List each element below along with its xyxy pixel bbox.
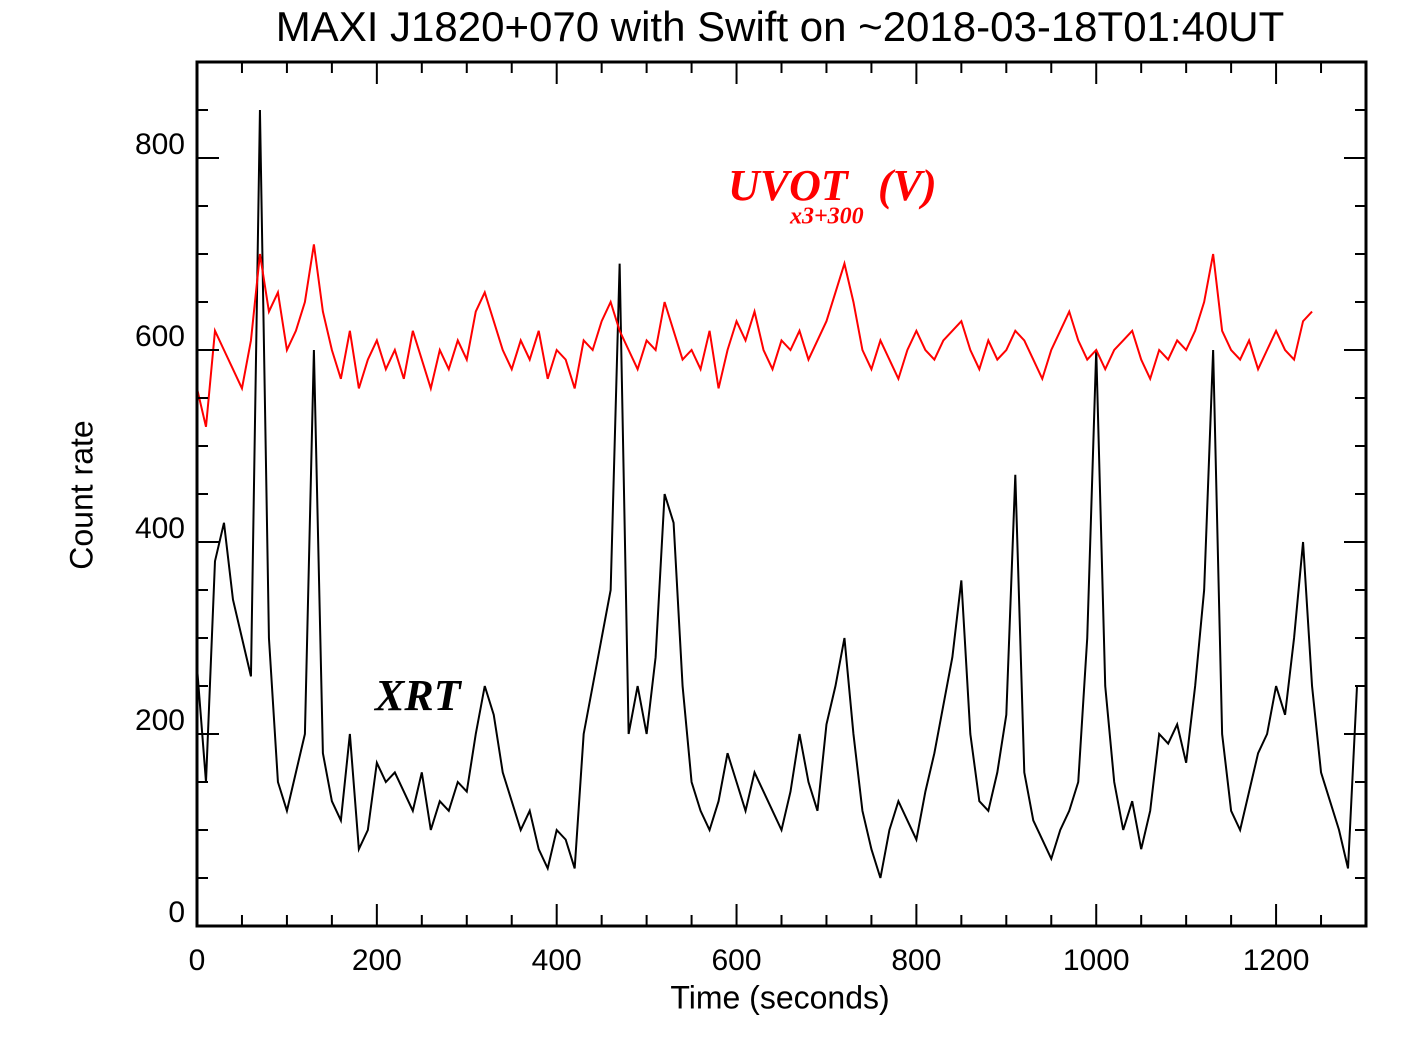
y-axis-label: Count rate bbox=[63, 420, 99, 569]
uvot-label: UVOT bbox=[728, 161, 850, 210]
x-tick-label: 600 bbox=[712, 944, 762, 977]
uvot-subscript: x3+300 bbox=[789, 204, 864, 230]
x-tick-label: 0 bbox=[189, 944, 206, 977]
x-tick-label: 800 bbox=[891, 944, 941, 977]
chart-title: MAXI J1820+070 with Swift on ~2018-03-18… bbox=[276, 3, 1285, 50]
x-axis-label: Time (seconds) bbox=[670, 979, 889, 1015]
series-line bbox=[196, 244, 1313, 428]
x-tick-label: 400 bbox=[532, 944, 582, 977]
y-tick-label: 400 bbox=[135, 512, 185, 545]
xrt-label: XRT bbox=[373, 671, 463, 720]
y-tick-label: 0 bbox=[168, 896, 185, 929]
x-tick-label: 1200 bbox=[1243, 944, 1310, 977]
x-tick-label: 200 bbox=[352, 944, 402, 977]
y-tick-label: 800 bbox=[135, 128, 185, 161]
uvot-suffix: (V) bbox=[878, 161, 937, 210]
y-tick-label: 200 bbox=[135, 704, 185, 737]
series-line bbox=[196, 109, 1359, 879]
y-tick-label: 600 bbox=[135, 320, 185, 353]
x-tick-label: 1000 bbox=[1063, 944, 1130, 977]
